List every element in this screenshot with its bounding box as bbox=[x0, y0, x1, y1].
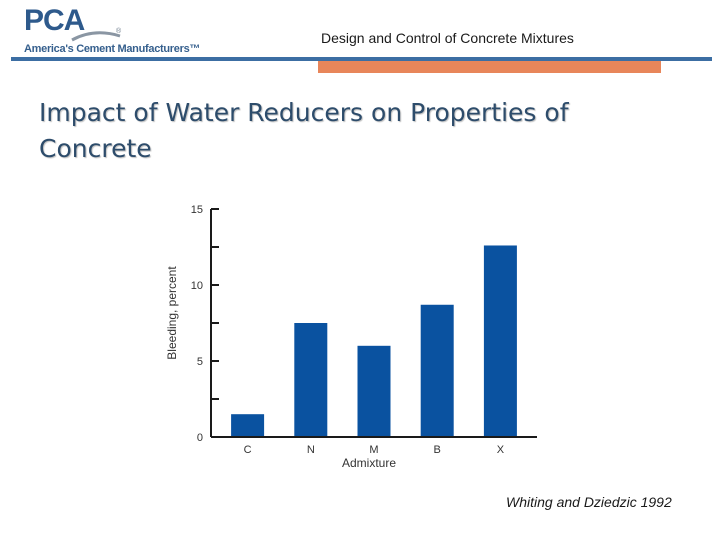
y-tick-label: 10 bbox=[191, 280, 203, 292]
logo-registered-icon: ® bbox=[116, 28, 122, 35]
x-axis-title: Admixture bbox=[342, 456, 396, 470]
x-tick-label: B bbox=[434, 444, 441, 456]
slide-title: Impact of Water Reducers on Properties o… bbox=[39, 98, 569, 163]
logo-tagline: America's Cement Manufacturers™ bbox=[24, 43, 201, 55]
y-axis-title: Bleeding, percent bbox=[165, 266, 179, 360]
x-tick-label: C bbox=[244, 444, 252, 456]
bar-n bbox=[294, 323, 328, 437]
y-tick-label: 5 bbox=[197, 356, 203, 368]
bar-m bbox=[357, 345, 391, 437]
bars bbox=[231, 245, 517, 437]
bar-c bbox=[231, 414, 265, 437]
logo-wordmark: PCA bbox=[24, 4, 85, 37]
pca-logo: PCA ® America's Cement Manufacturers™ bbox=[22, 4, 212, 56]
y-axis-ticks: 0 5 10 15 bbox=[191, 204, 219, 444]
bar-b bbox=[420, 304, 454, 437]
x-tick-label: X bbox=[497, 444, 505, 456]
logo-swoosh-icon bbox=[71, 31, 121, 42]
y-tick-label: 15 bbox=[191, 204, 203, 216]
header-rule-orange bbox=[318, 61, 661, 73]
citation: Whiting and Dziedzic 1992 bbox=[506, 494, 672, 510]
x-tick-label: M bbox=[369, 444, 378, 456]
header-title: Design and Control of Concrete Mixtures bbox=[321, 30, 574, 46]
y-tick-label: 0 bbox=[197, 432, 203, 444]
bleeding-bar-chart: 0 5 10 15 C N M B X Admixture Bleeding, percent bbox=[165, 204, 537, 470]
x-tick-label: N bbox=[307, 444, 315, 456]
header-rule-blue bbox=[11, 57, 712, 61]
bar-x bbox=[483, 245, 517, 437]
